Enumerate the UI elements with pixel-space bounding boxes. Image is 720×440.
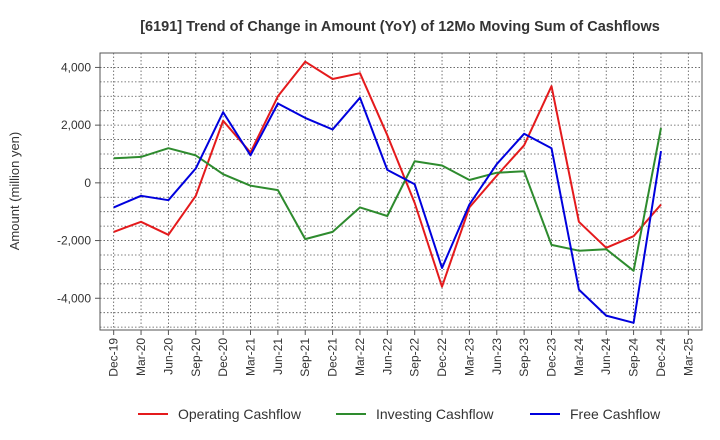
chart-title: [6191] Trend of Change in Amount (YoY) o… <box>140 19 660 35</box>
x-tick-label: Mar-22 <box>353 338 367 376</box>
x-tick-label: Sep-23 <box>517 338 531 377</box>
series-line-free-cashflow <box>113 96 662 324</box>
y-axis-label: Amount (million yen) <box>7 132 22 251</box>
series-line-investing-cashflow <box>113 127 662 272</box>
x-tick-label: Mar-23 <box>462 338 476 376</box>
x-tick-label: Jun-23 <box>490 338 504 375</box>
x-tick-label: Sep-21 <box>298 338 312 377</box>
x-tick-label: Dec-24 <box>654 338 668 377</box>
x-tick-label: Jun-20 <box>161 338 175 375</box>
x-tick-label: Mar-21 <box>244 338 258 376</box>
x-tick-label: Jun-21 <box>271 338 285 375</box>
x-tick-label: Mar-24 <box>572 338 586 376</box>
x-tick-label: Dec-19 <box>107 338 121 377</box>
y-tick-label: -2,000 <box>57 234 91 248</box>
x-tick-label: Jun-22 <box>380 338 394 375</box>
legend: Operating Cashflow Investing Cashflow Free… <box>138 406 661 422</box>
x-tick-label: Dec-21 <box>326 338 340 377</box>
x-tick-label: Mar-25 <box>681 338 695 376</box>
legend-label: Free Cashflow <box>570 406 661 422</box>
legend-label: Investing Cashflow <box>376 406 494 422</box>
x-tick-label: Dec-20 <box>216 338 230 377</box>
plot-frame <box>99 52 703 331</box>
y-tick-label: 4,000 <box>61 60 91 74</box>
x-tick-label: Dec-22 <box>435 338 449 377</box>
x-tick-label: Sep-20 <box>189 338 203 377</box>
x-tick-label: Jun-24 <box>599 338 613 375</box>
x-tick-label: Mar-20 <box>134 338 148 376</box>
plot-area: 4,000 2,000 0 -2,000 -4,000 Dec-19 Mar-20 Jun-2… <box>57 52 703 377</box>
x-tick-label: Sep-24 <box>627 338 641 377</box>
series-line-operating-cashflow <box>113 60 662 288</box>
legend-label: Operating Cashflow <box>178 406 302 422</box>
x-tick-label: Sep-22 <box>408 338 422 377</box>
y-tick-label: 0 <box>84 176 91 190</box>
x-tick-label: Dec-23 <box>545 338 559 377</box>
y-tick-label: -4,000 <box>57 291 91 305</box>
y-tick-label: 2,000 <box>61 118 91 132</box>
